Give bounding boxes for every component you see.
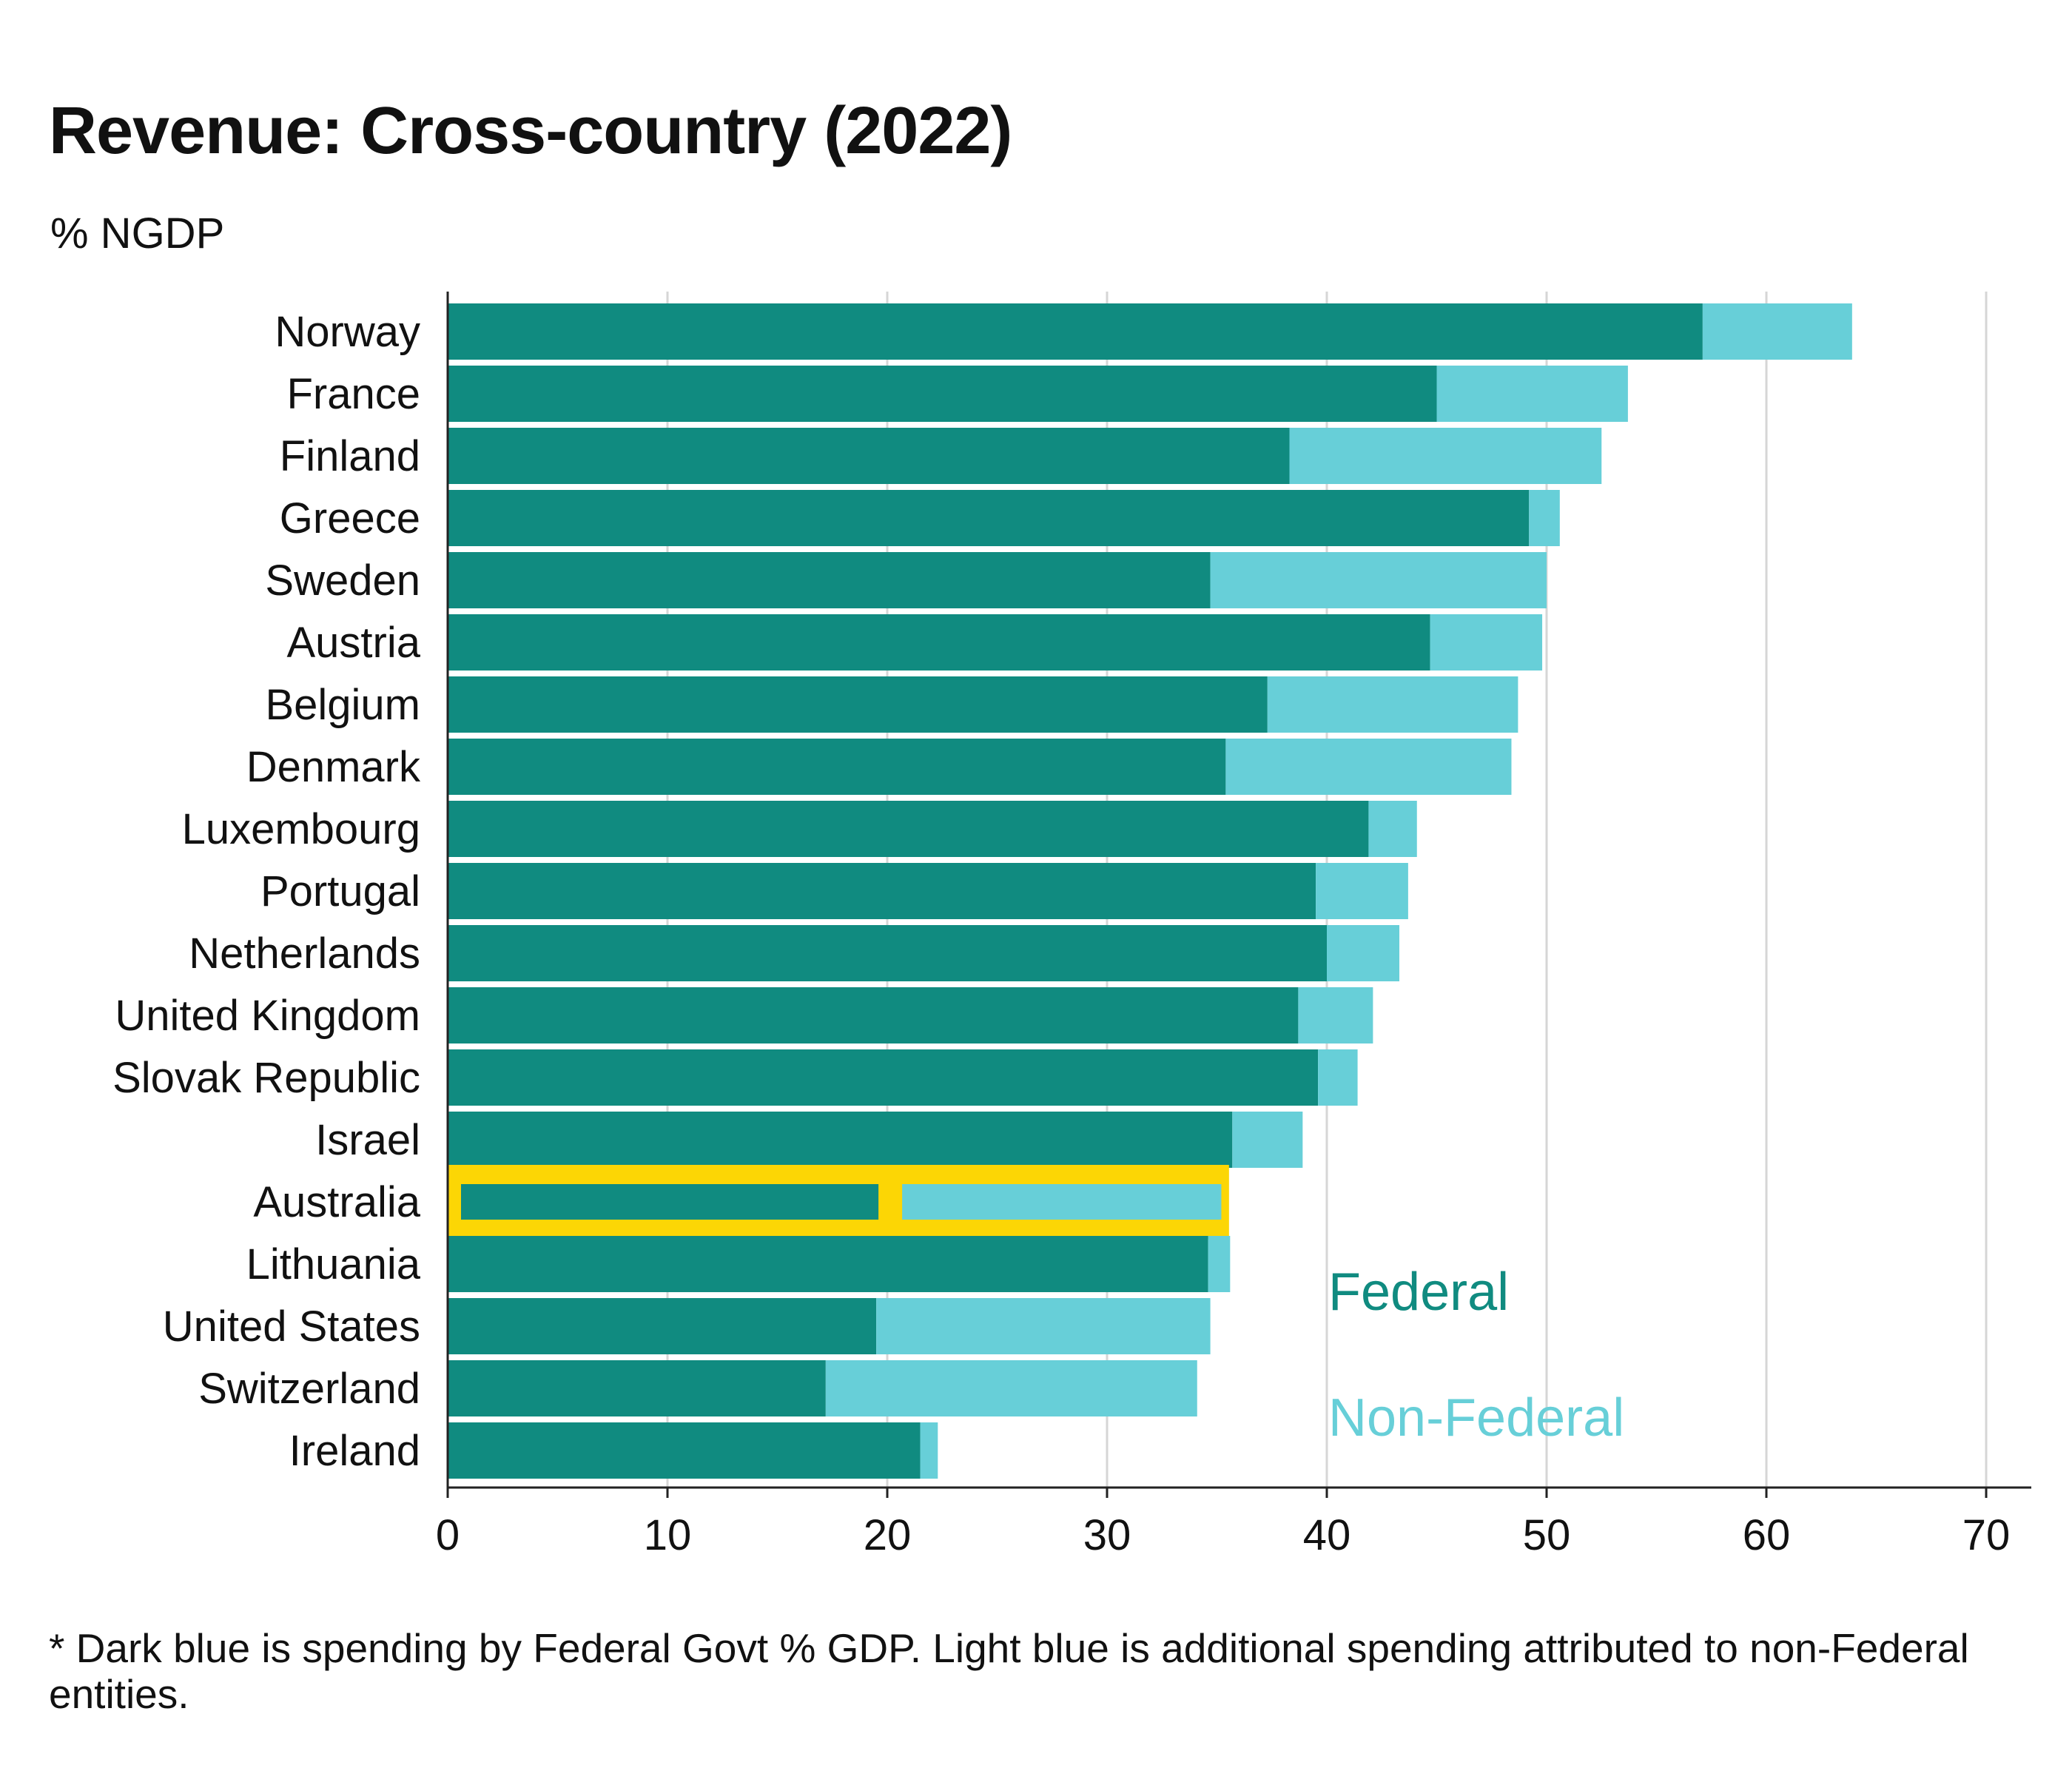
category-label: Norway <box>275 308 420 356</box>
category-label: Lithuania <box>246 1240 421 1288</box>
bar-non-federal <box>1529 490 1560 546</box>
x-tick-label: 30 <box>1083 1511 1131 1559</box>
bar-non-federal <box>920 1422 938 1479</box>
x-tick-label: 10 <box>644 1511 692 1559</box>
bar-non-federal <box>1232 1112 1303 1168</box>
legend: Federal Non-Federal <box>1328 1263 1624 1448</box>
footnote: * Dark blue is spending by Federal Govt … <box>49 1625 1969 1718</box>
bar-federal <box>448 739 1226 795</box>
category-label: United States <box>163 1303 420 1351</box>
category-label: Portugal <box>260 867 420 915</box>
category-label: Austria <box>286 619 420 667</box>
category-labels: Norway France Finland Greece Sweden Austria Be… <box>112 308 421 1475</box>
bar-non-federal <box>1430 614 1543 670</box>
category-label: United Kingdom <box>115 992 420 1040</box>
bar-non-federal <box>1208 1236 1231 1292</box>
bar-federal <box>448 614 1430 670</box>
legend-federal: Federal <box>1328 1263 1509 1322</box>
bar-federal <box>448 1360 826 1416</box>
bar-non-federal <box>1436 366 1628 422</box>
bar-federal <box>448 1112 1233 1168</box>
category-label: Australia <box>253 1178 420 1226</box>
bar-non-federal <box>902 1184 1222 1220</box>
bar-federal <box>448 303 1703 360</box>
bar-non-federal <box>1318 1049 1358 1106</box>
x-axis: 0 10 20 30 40 50 60 70 <box>436 292 2031 1559</box>
category-label: Ireland <box>289 1427 420 1475</box>
bar-non-federal <box>1298 987 1373 1043</box>
bar-federal <box>448 1236 1208 1292</box>
category-label: Greece <box>280 494 420 542</box>
bar-federal <box>448 925 1327 981</box>
x-tick-label: 50 <box>1523 1511 1571 1559</box>
bar-federal <box>448 863 1316 919</box>
bar-federal <box>448 987 1299 1043</box>
bar-chart: Norway France Finland Greece Sweden Austria Be… <box>112 292 2031 1559</box>
bar-federal <box>448 366 1437 422</box>
x-tick-label: 60 <box>1743 1511 1791 1559</box>
category-label: France <box>286 370 420 418</box>
category-label: Slovak Republic <box>112 1054 420 1102</box>
bar-federal <box>448 1422 921 1479</box>
bar-non-federal <box>1225 739 1512 795</box>
legend-non-federal: Non-Federal <box>1328 1388 1624 1448</box>
x-tick-label: 20 <box>864 1511 912 1559</box>
x-tick-label: 0 <box>436 1511 460 1559</box>
bar-federal <box>448 801 1369 857</box>
category-label: Belgium <box>265 681 420 729</box>
bar-non-federal <box>1702 303 1852 360</box>
bar-non-federal <box>1327 925 1400 981</box>
bar-non-federal <box>1289 428 1602 484</box>
category-label: Luxembourg <box>182 805 420 853</box>
bar-federal <box>448 490 1530 546</box>
bars <box>448 303 1852 1479</box>
bar-non-federal <box>825 1360 1197 1416</box>
chart-title: Revenue: Cross-country (2022) <box>49 94 1012 168</box>
category-label: Finland <box>280 432 420 480</box>
chart-subtitle: % NGDP <box>50 209 225 258</box>
category-label: Netherlands <box>189 930 420 978</box>
category-label: Denmark <box>246 743 421 791</box>
category-label: Sweden <box>265 557 420 605</box>
bar-federal <box>448 552 1211 608</box>
bar-non-federal <box>1267 676 1518 733</box>
category-label: Switzerland <box>198 1365 420 1413</box>
bar-non-federal <box>876 1298 1211 1354</box>
x-tick-label: 70 <box>1962 1511 2011 1559</box>
bar-federal <box>448 428 1290 484</box>
category-label: Israel <box>315 1116 420 1164</box>
bar-federal <box>448 676 1268 733</box>
bar-non-federal <box>1316 863 1408 919</box>
bar-federal <box>448 1049 1319 1106</box>
x-tick-label: 40 <box>1303 1511 1351 1559</box>
bar-non-federal <box>1210 552 1547 608</box>
bar-non-federal <box>1368 801 1417 857</box>
bar-federal <box>461 1184 879 1220</box>
bar-federal <box>448 1298 877 1354</box>
